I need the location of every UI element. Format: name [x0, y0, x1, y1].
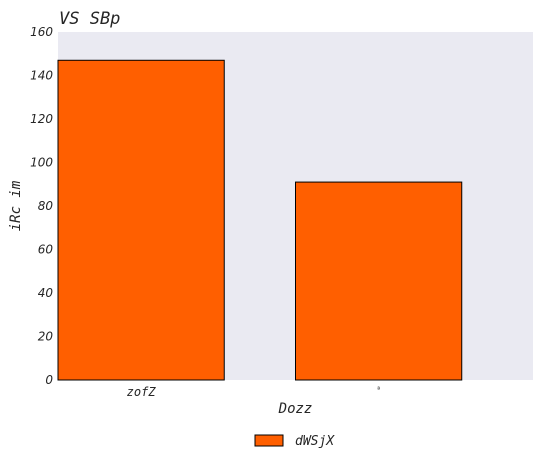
legend-swatch	[255, 435, 283, 446]
x-axis-label: Dozz	[278, 401, 313, 417]
x-tick-label: ª	[377, 386, 380, 393]
bar-2	[296, 182, 462, 380]
bar-1	[58, 60, 224, 380]
x-tick-label: zofZ	[127, 385, 157, 399]
chart-title: VS SBp	[59, 9, 120, 29]
y-tick-label: 20	[38, 330, 54, 344]
legend-label: dWSjX	[295, 434, 335, 449]
y-tick-label: 160	[30, 25, 53, 39]
y-tick-label: 140	[30, 69, 53, 83]
legend: dWSjX	[255, 434, 335, 449]
x-axis-ticks: zofZ ª	[127, 385, 381, 399]
y-tick-label: 80	[38, 199, 54, 213]
y-tick-label: 0	[45, 373, 53, 387]
y-axis-label: iRc im	[8, 180, 24, 231]
y-tick-label: 120	[30, 112, 53, 126]
y-tick-label: 60	[38, 243, 54, 257]
y-tick-label: 100	[30, 156, 53, 170]
y-axis-ticks: 0 20 40 60 80 100 120 140 160	[30, 25, 53, 387]
y-tick-label: 40	[38, 286, 54, 300]
